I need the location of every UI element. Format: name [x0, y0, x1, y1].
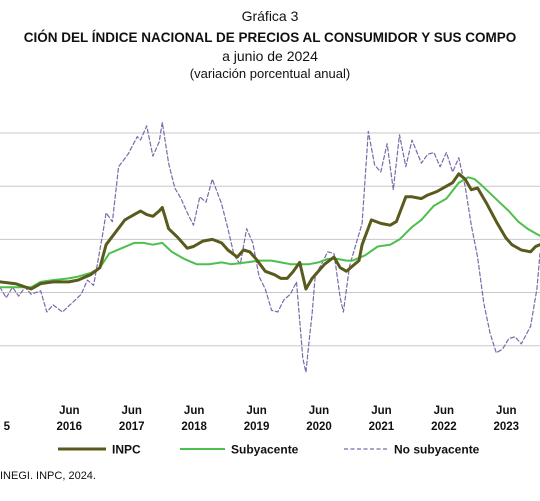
tick-label-year: 2022 — [431, 421, 457, 433]
legend-label: No subyacente — [394, 443, 480, 457]
tick-label-year: 5 — [4, 421, 11, 433]
tick-label-year: 2020 — [306, 421, 332, 433]
tick-label-year: 2021 — [369, 421, 395, 433]
tick-label-month: Jun — [496, 405, 516, 417]
x-axis-ticks: 5 Jun 2016 Jun 2017 Jun 2018 Jun 2019 Jun 2020 Jun 2… — [4, 405, 519, 433]
tick-label-month: Jun — [434, 405, 454, 417]
tick-label-year: 2019 — [244, 421, 270, 433]
tick-label-month: Jun — [184, 405, 204, 417]
source-note: INEGI. INPC, 2024. — [0, 470, 96, 482]
tick-label-month: Jun — [121, 405, 141, 417]
series-lines — [0, 121, 540, 373]
tick-label-year: 2017 — [119, 421, 145, 433]
tick-label-year: 2023 — [493, 421, 519, 433]
tick-label-year: 2018 — [181, 421, 207, 433]
figure-label: Gráfica 3 — [241, 8, 299, 24]
chart-title: CIÓN DEL ÍNDICE NACIONAL DE PRECIOS AL C… — [23, 30, 517, 45]
legend-label: Subyacente — [231, 443, 299, 457]
legend-label: INPC — [112, 443, 141, 457]
series-line-inpc — [0, 172, 540, 291]
tick-label-month: Jun — [59, 405, 79, 417]
tick-label-month: Jun — [371, 405, 391, 417]
legend: INPC Subyacente No subyacente — [58, 443, 480, 457]
series-line-no-subyacente — [0, 121, 540, 373]
series-line-subyacente — [0, 176, 540, 289]
tick-label-month: Jun — [246, 405, 266, 417]
chart-subtitle: a junio de 2024 — [222, 48, 318, 64]
chart-units: (variación porcentual anual) — [189, 66, 351, 81]
gridlines — [0, 132, 540, 347]
tick-label-year: 2016 — [56, 421, 82, 433]
tick-label-month: Jun — [309, 405, 329, 417]
